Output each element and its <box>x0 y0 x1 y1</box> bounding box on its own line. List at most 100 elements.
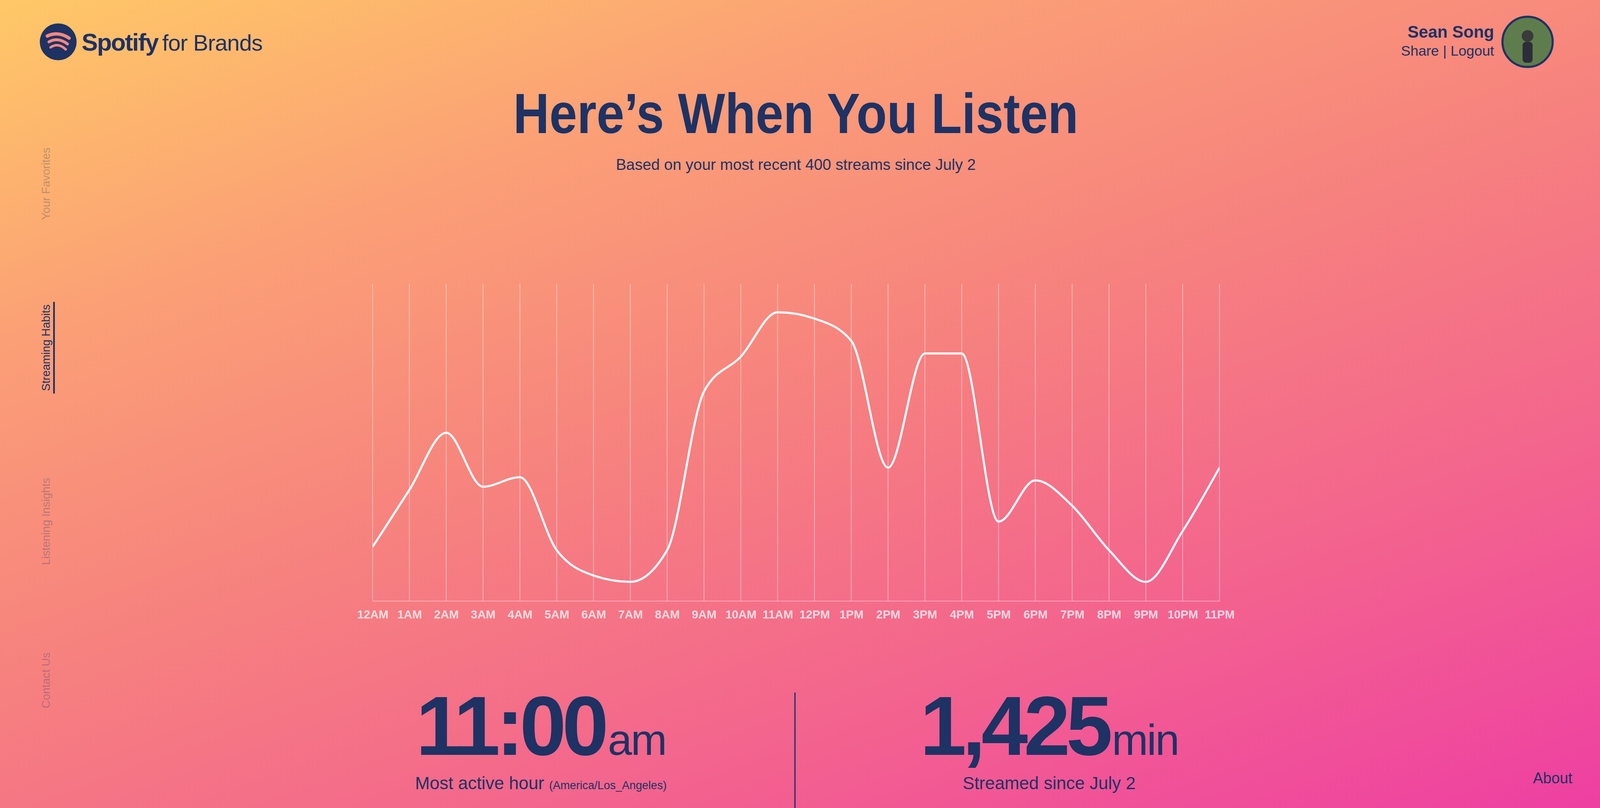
x-tick-label: 3PM <box>913 608 938 622</box>
subtitle: Based on your most recent 400 streams si… <box>615 156 976 174</box>
grid-line <box>740 283 742 602</box>
stat-label: Streamed since July 2 <box>962 773 1136 794</box>
x-tick-label: 10PM <box>1167 608 1199 622</box>
x-tick-label: 11PM <box>1204 608 1235 622</box>
grid-line <box>482 283 484 602</box>
nav-item[interactable]: Streaming Habits <box>39 304 53 391</box>
x-tick: 4PM <box>949 601 975 622</box>
x-tick-label: 12PM <box>799 608 830 622</box>
x-tick: 1AM <box>397 601 422 622</box>
x-tick-label: 4AM <box>507 608 533 622</box>
x-tick-label: 2AM <box>434 608 459 622</box>
grid-line <box>556 283 558 602</box>
grid-line <box>666 283 668 602</box>
grid <box>372 283 1220 602</box>
grid-line <box>593 283 595 602</box>
x-tick: 8PM <box>1097 601 1122 622</box>
stat-value: 11:00am <box>416 679 667 773</box>
x-tick: 8AM <box>655 601 680 622</box>
x-tick: 6PM <box>1023 601 1048 622</box>
grid-line <box>850 283 852 602</box>
x-tick-label: 8PM <box>1097 608 1122 622</box>
grid-line <box>924 283 926 602</box>
grid-line <box>703 283 705 602</box>
x-tick-label: 1PM <box>839 608 864 622</box>
x-tick-label: 3AM <box>470 608 496 622</box>
x-tick-label: 7PM <box>1060 608 1085 622</box>
logo-wave[interactable] <box>50 45 66 50</box>
grid-line <box>1145 283 1147 602</box>
user-actions[interactable]: Share | Logout <box>1401 42 1495 59</box>
page: Spotifyfor Brands Sean SongShare | Logout… <box>0 0 1600 808</box>
stat-divider <box>794 692 796 808</box>
grid-line <box>961 283 963 602</box>
x-tick: 2AM <box>434 601 459 622</box>
x-tick: 10AM <box>725 601 757 622</box>
nav-active-underline <box>53 301 55 394</box>
x-tick: 9PM <box>1134 601 1159 622</box>
x-tick: 11PM <box>1204 601 1235 622</box>
grid-line <box>409 283 410 602</box>
line <box>372 312 1220 582</box>
x-tick: 12PM <box>799 601 830 622</box>
avatar-figure[interactable] <box>1522 41 1533 63</box>
nav-item[interactable]: Contact Us <box>39 652 53 709</box>
x-tick: 5PM <box>986 601 1011 622</box>
plot-area <box>372 312 1220 582</box>
brand[interactable]: Spotify <box>81 28 159 56</box>
stat-unit: am <box>607 715 666 765</box>
logo-wave[interactable] <box>47 33 70 39</box>
nav-item[interactable]: Listening Insights <box>39 478 53 566</box>
grid-line <box>777 283 779 602</box>
x-tick: 12AM <box>357 601 389 622</box>
stat-label: Most active hour <box>415 773 545 794</box>
logo[interactable]: Spotifyfor Brands <box>39 23 263 61</box>
stat-caption: Streamed since July 2 <box>962 773 1136 794</box>
stat-number: 11:00 <box>416 679 606 773</box>
stat-caption: Most active hour (America/Los_Angeles) <box>415 773 667 794</box>
x-tick: 7PM <box>1060 601 1085 622</box>
grid-line <box>813 283 815 602</box>
grid-line <box>1071 283 1073 602</box>
stat-unit: min <box>1111 715 1179 765</box>
x-tick: 1PM <box>839 601 864 622</box>
stat-number: 1,425 <box>919 679 1111 773</box>
x-tick: 3PM <box>913 601 938 622</box>
nav-item[interactable]: Your Favorites <box>39 147 53 220</box>
x-tick-label: 8AM <box>655 608 680 622</box>
grid-line <box>998 283 999 602</box>
avatar-circle[interactable] <box>1502 16 1553 67</box>
grid-line <box>372 283 373 602</box>
user-name: Sean Song <box>1407 22 1495 42</box>
x-tick-label: 5AM <box>544 608 570 622</box>
x-tick-label: 5PM <box>986 608 1011 622</box>
avatar[interactable] <box>1502 16 1553 67</box>
grid-line <box>1182 283 1184 602</box>
x-tick: 5AM <box>544 601 570 622</box>
grid-line <box>630 283 631 602</box>
x-axis: 12AM 1AM 2AM 3AM 4AM 5AM 6AM 7AM 8AM 9AM 10AM 11AM 1… <box>357 601 1235 622</box>
x-tick-label: 7AM <box>618 608 644 622</box>
x-tick: 10PM <box>1167 601 1199 622</box>
x-tick: 2PM <box>876 601 901 622</box>
x-tick-label: 12AM <box>357 608 389 622</box>
logo-wave[interactable] <box>48 39 68 44</box>
x-tick-label: 10AM <box>725 608 757 622</box>
x-tick-label: 6PM <box>1023 608 1048 622</box>
grid-line <box>1108 283 1110 602</box>
grid-line <box>887 283 889 602</box>
x-tick-label: 2PM <box>876 608 901 622</box>
avatar-figure[interactable] <box>1521 30 1534 42</box>
x-tick: 3AM <box>470 601 496 622</box>
logo-icon[interactable] <box>39 23 77 61</box>
logo-text[interactable]: Spotifyfor Brands <box>81 28 263 56</box>
title: Here’s When You Listen <box>513 81 1079 146</box>
x-tick: 11AM <box>762 601 793 622</box>
stat-note: (America/Los_Angeles) <box>549 779 667 793</box>
brand-suffix[interactable]: for Brands <box>162 30 263 56</box>
x-tick: 9AM <box>691 601 717 622</box>
grid-line <box>1219 283 1220 602</box>
x-tick: 6AM <box>581 601 607 622</box>
x-tick: 7AM <box>618 601 644 622</box>
about-link[interactable]: About <box>1533 769 1573 788</box>
